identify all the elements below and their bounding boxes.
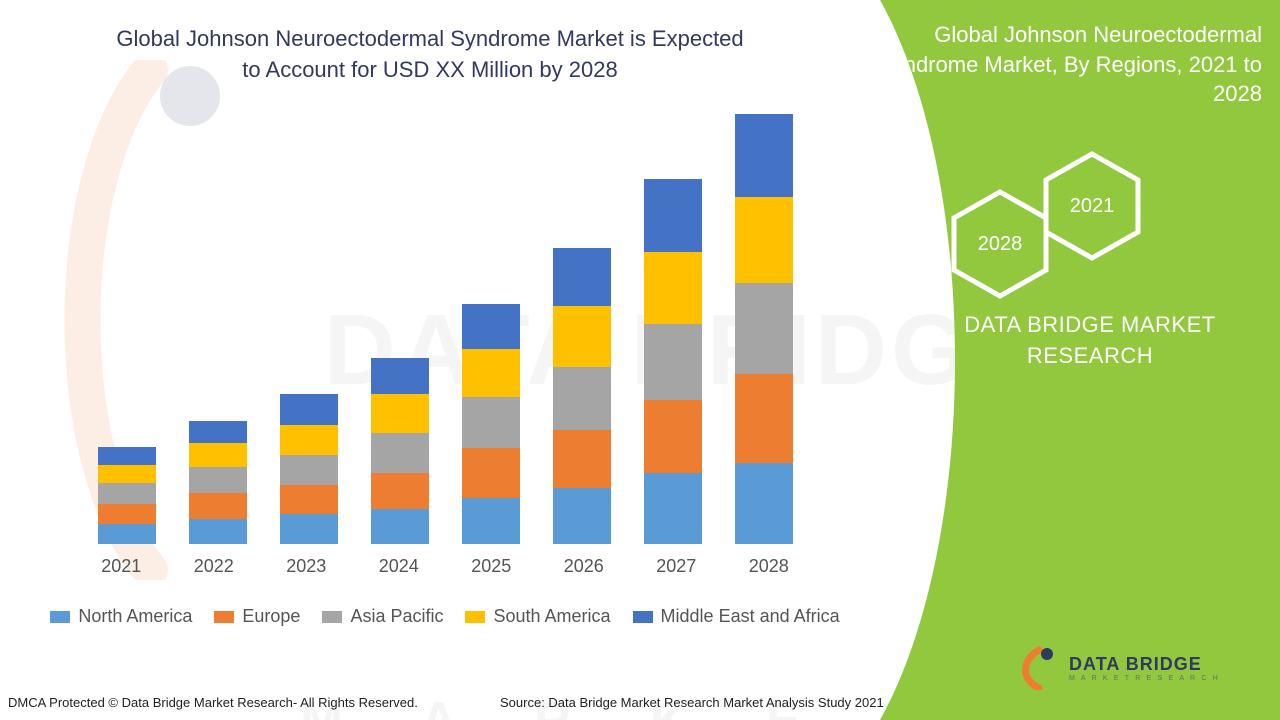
bar-segment: [462, 448, 520, 499]
bar-segment: [735, 197, 793, 283]
x-tick-label: 2026: [555, 556, 613, 586]
legend-label: South America: [493, 606, 610, 627]
bar-segment: [98, 447, 156, 465]
bar-segment: [280, 485, 338, 513]
bar-segment: [371, 358, 429, 394]
bottom-logo-sub: M A R K E T R E S E A R C H: [1069, 675, 1220, 682]
bar-segment: [189, 493, 247, 518]
bottom-logo-main: DATA BRIDGE: [1069, 655, 1220, 673]
legend-swatch-icon: [633, 611, 653, 623]
bar-segment: [371, 394, 429, 432]
bar-segment: [371, 433, 429, 473]
bar-segment: [553, 367, 611, 430]
legend-item: North America: [50, 606, 192, 627]
hexagon-label: 2028: [978, 233, 1023, 256]
legend-swatch-icon: [50, 611, 70, 623]
legend-label: Europe: [242, 606, 300, 627]
bar-segment: [462, 397, 520, 448]
brand-name: DATA BRIDGE MARKET RESEARCH: [940, 310, 1240, 372]
legend-label: Asia Pacific: [350, 606, 443, 627]
bar-segment: [189, 519, 247, 544]
x-tick-label: 2025: [462, 556, 520, 586]
bar-segment: [735, 463, 793, 544]
bar-segment: [189, 443, 247, 467]
bar-column: [280, 394, 338, 544]
legend-swatch-icon: [214, 611, 234, 623]
bar-segment: [462, 304, 520, 349]
right-panel: Global Johnson Neuroectodermal Syndrome …: [820, 0, 1280, 720]
bar-segment: [553, 488, 611, 544]
bar-segment: [735, 283, 793, 374]
bar-column: [644, 179, 702, 544]
x-tick-label: 2024: [370, 556, 428, 586]
bar-column: [189, 421, 247, 544]
right-panel-title: Global Johnson Neuroectodermal Syndrome …: [862, 20, 1262, 109]
bar-segment: [644, 252, 702, 325]
hexagon-2021: 2021: [1042, 150, 1142, 262]
hexagon-label: 2021: [1070, 195, 1115, 218]
bar-segment: [189, 467, 247, 493]
legend-swatch-icon: [465, 611, 485, 623]
legend-label: North America: [78, 606, 192, 627]
bar-segment: [644, 179, 702, 252]
chart-title: Global Johnson Neuroectodermal Syndrome …: [110, 24, 750, 86]
hexagon-group: 2028 2021: [950, 150, 1190, 310]
x-tick-label: 2028: [740, 556, 798, 586]
data-bridge-logo-icon: [1015, 646, 1059, 690]
bottom-logo: DATA BRIDGE M A R K E T R E S E A R C H: [1015, 646, 1220, 690]
x-axis: 2021 2022 2023 2024 2025 2026 2027 2028: [75, 556, 815, 586]
bar-segment: [644, 400, 702, 473]
bar-segment: [553, 306, 611, 367]
bar-segment: [553, 430, 611, 489]
bar-segment: [98, 524, 156, 544]
bar-segment: [189, 421, 247, 443]
x-tick-label: 2023: [277, 556, 335, 586]
bar-column: [735, 114, 793, 544]
bar-segment: [280, 455, 338, 485]
x-tick-label: 2021: [92, 556, 150, 586]
bar-segment: [735, 114, 793, 197]
bar-segment: [280, 514, 338, 544]
bottom-logo-text: DATA BRIDGE M A R K E T R E S E A R C H: [1069, 655, 1220, 682]
bar-segment: [98, 483, 156, 503]
bar-segment: [280, 425, 338, 455]
legend-item: Asia Pacific: [322, 606, 443, 627]
bar-segment: [98, 465, 156, 483]
bar-segment: [371, 509, 429, 544]
bar-segment: [371, 473, 429, 508]
legend-item: Middle East and Africa: [633, 606, 840, 627]
bar-segment: [462, 349, 520, 398]
legend-item: Europe: [214, 606, 300, 627]
bar-segment: [644, 473, 702, 544]
footer-copyright: DMCA Protected © Data Bridge Market Rese…: [8, 695, 418, 710]
legend-item: South America: [465, 606, 610, 627]
bar-segment: [462, 498, 520, 544]
chart-area: Global Johnson Neuroectodermal Syndrome …: [0, 0, 840, 720]
stacked-bar-plot: [75, 120, 815, 550]
bar-column: [98, 447, 156, 544]
chart-legend: North America Europe Asia Pacific South Ame…: [50, 606, 840, 627]
footer-source: Source: Data Bridge Market Research Mark…: [500, 695, 884, 710]
hexagon-2028: 2028: [950, 188, 1050, 300]
bar-segment: [735, 374, 793, 463]
x-tick-label: 2022: [185, 556, 243, 586]
bar-segment: [644, 324, 702, 400]
legend-swatch-icon: [322, 611, 342, 623]
legend-label: Middle East and Africa: [661, 606, 840, 627]
x-tick-label: 2027: [647, 556, 705, 586]
bar-column: [553, 248, 611, 544]
bar-column: [462, 304, 520, 544]
bar-segment: [280, 394, 338, 424]
bar-segment: [98, 504, 156, 524]
bar-segment: [553, 248, 611, 307]
bar-column: [371, 358, 429, 544]
